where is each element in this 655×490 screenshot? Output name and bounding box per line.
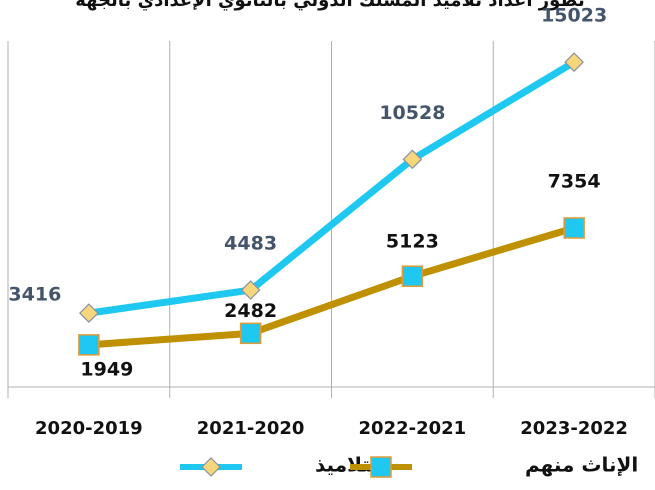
data-label: 5123	[386, 231, 439, 253]
point-marker	[78, 334, 100, 356]
point-marker	[402, 149, 423, 170]
x-tick-label: 2021-2020	[197, 418, 305, 439]
data-label: 7354	[548, 170, 601, 192]
legend-marker	[370, 456, 392, 478]
data-label: 15023	[541, 5, 607, 27]
data-label: 10528	[379, 102, 445, 124]
data-label: 2482	[224, 300, 277, 322]
point-marker	[79, 303, 99, 323]
point-marker	[240, 280, 261, 300]
data-label: 3416	[8, 284, 61, 306]
point-marker	[564, 52, 584, 72]
legend-marker	[201, 457, 221, 477]
point-marker	[563, 217, 585, 239]
legend-label: الإناث منهم	[525, 453, 638, 477]
point-marker	[239, 322, 262, 345]
data-label: 4483	[224, 233, 277, 255]
x-tick-label: 2020-2019	[35, 418, 143, 439]
point-marker	[401, 265, 424, 287]
legend-item: الإناث منهم	[350, 453, 638, 478]
data-label: 1949	[80, 358, 133, 380]
series-line	[85, 58, 578, 317]
series-line	[85, 224, 578, 349]
x-tick-label: 2022-2021	[359, 418, 467, 439]
x-tick-label: 2023-2022	[520, 418, 628, 439]
chart-title: تطور أعداد تلاميذ المسلك الدولي بالثانوي…	[75, 0, 584, 11]
